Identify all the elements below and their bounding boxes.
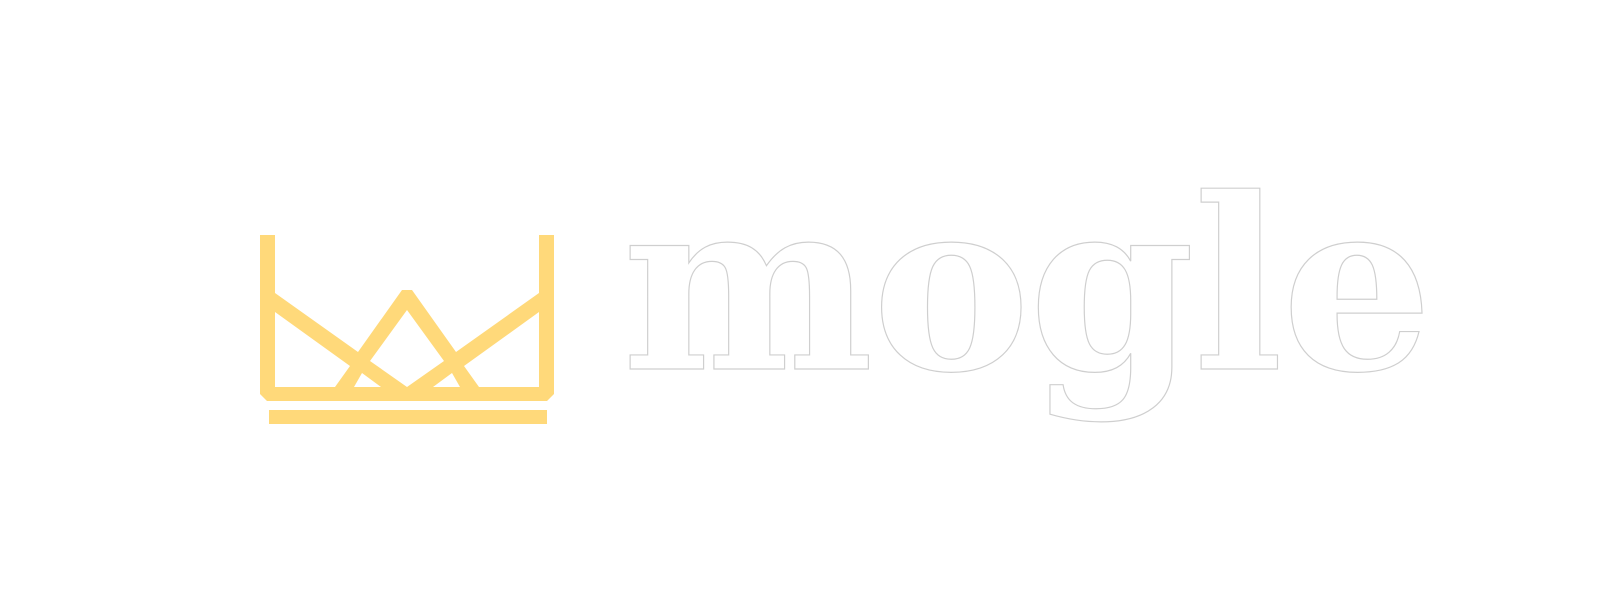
crown-shape [260,235,554,424]
crown-base-bar [269,410,547,424]
brand-wordmark: mogle [621,147,1433,426]
crown-body [260,235,554,401]
